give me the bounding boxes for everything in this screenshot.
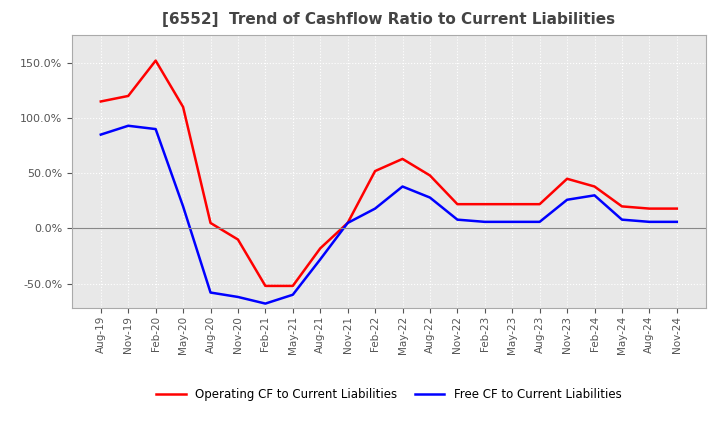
Operating CF to Current Liabilities	[233, 237, 242, 242]
Operating CF to Current Liabilities	[316, 246, 325, 251]
Free CF to Current Liabilities	[536, 219, 544, 224]
Operating CF to Current Liabilities	[343, 220, 352, 226]
Free CF to Current Liabilities	[426, 195, 434, 200]
Free CF to Current Liabilities	[453, 217, 462, 222]
Operating CF to Current Liabilities	[590, 184, 599, 189]
Operating CF to Current Liabilities	[206, 220, 215, 226]
Operating CF to Current Liabilities	[672, 206, 681, 211]
Line: Operating CF to Current Liabilities: Operating CF to Current Liabilities	[101, 61, 677, 286]
Free CF to Current Liabilities	[151, 126, 160, 132]
Free CF to Current Liabilities	[206, 290, 215, 295]
Free CF to Current Liabilities	[508, 219, 516, 224]
Free CF to Current Liabilities	[233, 294, 242, 300]
Operating CF to Current Liabilities	[480, 202, 489, 207]
Free CF to Current Liabilities	[179, 204, 187, 209]
Line: Free CF to Current Liabilities: Free CF to Current Liabilities	[101, 126, 677, 304]
Operating CF to Current Liabilities	[426, 173, 434, 178]
Free CF to Current Liabilities	[590, 193, 599, 198]
Operating CF to Current Liabilities	[289, 283, 297, 289]
Free CF to Current Liabilities	[289, 292, 297, 297]
Operating CF to Current Liabilities	[536, 202, 544, 207]
Free CF to Current Liabilities	[371, 206, 379, 211]
Legend: Operating CF to Current Liabilities, Free CF to Current Liabilities: Operating CF to Current Liabilities, Fre…	[151, 383, 626, 406]
Free CF to Current Liabilities	[343, 220, 352, 226]
Operating CF to Current Liabilities	[453, 202, 462, 207]
Operating CF to Current Liabilities	[508, 202, 516, 207]
Operating CF to Current Liabilities	[563, 176, 572, 181]
Free CF to Current Liabilities	[398, 184, 407, 189]
Operating CF to Current Liabilities	[151, 58, 160, 63]
Operating CF to Current Liabilities	[398, 156, 407, 161]
Title: [6552]  Trend of Cashflow Ratio to Current Liabilities: [6552] Trend of Cashflow Ratio to Curren…	[162, 12, 616, 27]
Operating CF to Current Liabilities	[261, 283, 270, 289]
Free CF to Current Liabilities	[645, 219, 654, 224]
Free CF to Current Liabilities	[672, 219, 681, 224]
Free CF to Current Liabilities	[618, 217, 626, 222]
Operating CF to Current Liabilities	[179, 104, 187, 110]
Free CF to Current Liabilities	[124, 123, 132, 128]
Operating CF to Current Liabilities	[618, 204, 626, 209]
Free CF to Current Liabilities	[563, 197, 572, 202]
Free CF to Current Liabilities	[261, 301, 270, 306]
Operating CF to Current Liabilities	[645, 206, 654, 211]
Operating CF to Current Liabilities	[371, 169, 379, 174]
Free CF to Current Liabilities	[96, 132, 105, 137]
Operating CF to Current Liabilities	[124, 93, 132, 99]
Free CF to Current Liabilities	[480, 219, 489, 224]
Free CF to Current Liabilities	[316, 257, 325, 262]
Operating CF to Current Liabilities	[96, 99, 105, 104]
